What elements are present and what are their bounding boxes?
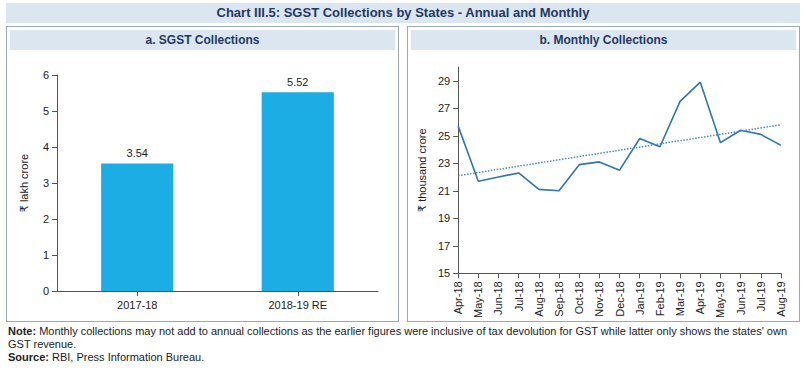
svg-text:3: 3 [43, 177, 49, 189]
svg-text:Mar-19: Mar-19 [674, 281, 686, 316]
svg-text:Aug-19: Aug-19 [775, 281, 787, 316]
svg-text:21: 21 [438, 185, 450, 197]
svg-text:Apr-18: Apr-18 [452, 281, 464, 314]
svg-text:May-19: May-19 [714, 281, 726, 318]
svg-text:May-18: May-18 [472, 281, 484, 318]
svg-text:17: 17 [438, 240, 450, 252]
svg-text:27: 27 [438, 102, 450, 114]
svg-text:4: 4 [43, 141, 49, 153]
html-text:a. SGST Collections: a. SGST Collections [145, 33, 260, 47]
html-text:Source: RBI, Press Information: Source: RBI, Press Information Bureau. [8, 351, 205, 363]
svg-text:2: 2 [43, 213, 49, 225]
svg-text:5: 5 [43, 105, 49, 117]
svg-text:Jul-18: Jul-18 [513, 281, 525, 311]
svg-text:₹ thousand crore: ₹ thousand crore [416, 128, 428, 211]
svg-text:Jul-19: Jul-19 [755, 281, 767, 311]
svg-text:2017-18: 2017-18 [117, 299, 157, 311]
svg-text:6: 6 [43, 69, 49, 81]
svg-text:Nov-18: Nov-18 [593, 281, 605, 316]
svg-text:15: 15 [438, 267, 450, 279]
svg-text:Jun-18: Jun-18 [492, 281, 504, 315]
svg-text:29: 29 [438, 75, 450, 87]
svg-text:2018-19 RE: 2018-19 RE [268, 299, 327, 311]
svg-text:Apr-19: Apr-19 [694, 281, 706, 314]
svg-text:Dec-18: Dec-18 [614, 281, 626, 316]
html-text:Note: Monthly collections may: Note: Monthly collections may not add to… [8, 325, 787, 350]
svg-text:5.52: 5.52 [287, 76, 308, 88]
svg-text:23: 23 [438, 157, 450, 169]
svg-text:0: 0 [43, 285, 49, 297]
svg-text:₹ lakh crore: ₹ lakh crore [18, 154, 30, 212]
svg-text:Oct-18: Oct-18 [573, 281, 585, 314]
svg-text:Jun-19: Jun-19 [735, 281, 747, 315]
svg-text:Feb-19: Feb-19 [654, 281, 666, 316]
html-text:Chart III.5: SGST Collections: Chart III.5: SGST Collections by States … [216, 5, 590, 20]
svg-text:1: 1 [43, 249, 49, 261]
svg-text:Aug-18: Aug-18 [533, 281, 545, 316]
svg-text:25: 25 [438, 130, 450, 142]
svg-text:19: 19 [438, 212, 450, 224]
svg-text:3.54: 3.54 [127, 147, 148, 159]
svg-text:Sep-18: Sep-18 [553, 281, 565, 316]
svg-text:Jan-19: Jan-19 [634, 281, 646, 315]
html-text:b. Monthly Collections: b. Monthly Collections [539, 33, 668, 47]
